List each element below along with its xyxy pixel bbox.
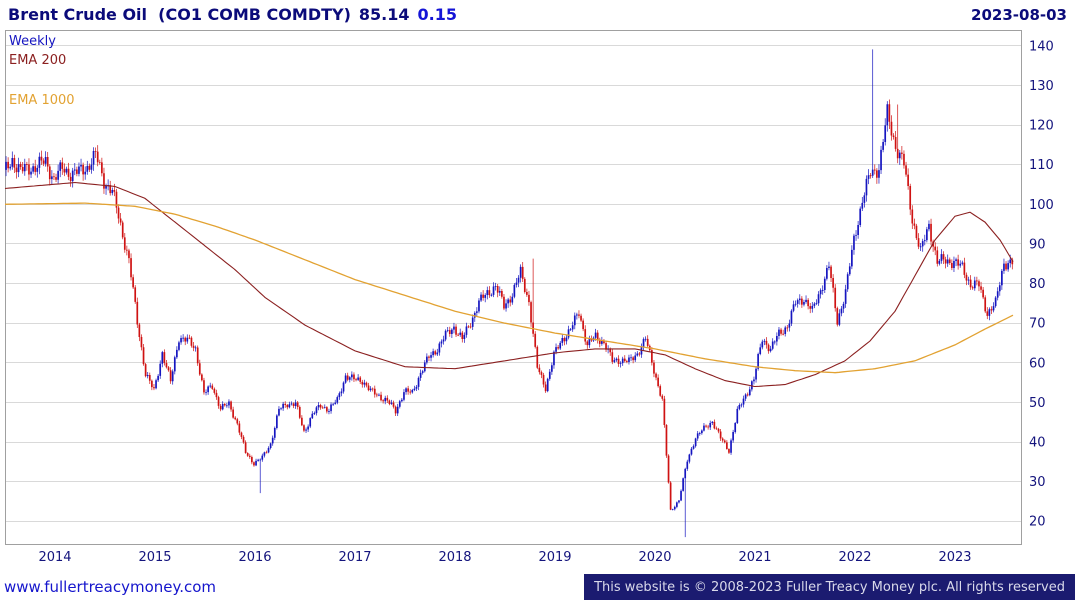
- x-axis-label: 2017: [338, 550, 371, 565]
- legend-weekly: Weekly: [9, 34, 56, 49]
- down-candle-wicks: [7, 99, 1013, 511]
- x-axis-label: 2016: [238, 550, 271, 565]
- site-link[interactable]: www.fullertreacymoney.com: [4, 578, 217, 596]
- chart-date: 2023-08-03: [971, 6, 1067, 24]
- plot-border: [5, 30, 1022, 545]
- y-axis-label: 70: [1029, 317, 1046, 332]
- price-chart[interactable]: 20 30 40 50 60 70 80 90 100 110 120 130 140 2014 2015 2…: [0, 28, 1075, 574]
- x-axis-label: 2020: [638, 550, 671, 565]
- y-axis-label: 110: [1029, 158, 1054, 173]
- x-axis-label: 2023: [938, 550, 971, 565]
- footer-copyright-bar: This website is © 2008-2023 Fuller Treac…: [584, 574, 1075, 600]
- chart-area: 20 30 40 50 60 70 80 90 100 110 120 130 140 2014 2015 2…: [0, 28, 1075, 574]
- last-price: 85.14: [358, 5, 410, 24]
- footer: www.fullertreacymoney.com This website i…: [0, 574, 1075, 600]
- copyright-text: This website is © 2008-2023 Fuller Treac…: [594, 579, 1065, 595]
- ema-200-line: [4, 181, 1014, 388]
- x-axis-label: 2022: [838, 550, 871, 565]
- y-axis-label: 60: [1029, 356, 1046, 371]
- footer-left: www.fullertreacymoney.com: [0, 574, 585, 600]
- legend-ema-1000: EMA 1000: [9, 93, 75, 108]
- price-change: 0.15: [417, 5, 457, 24]
- legend-ema-200: EMA 200: [9, 53, 67, 68]
- y-axis-label: 130: [1029, 79, 1054, 94]
- y-axis-label: 80: [1029, 277, 1046, 292]
- x-axis-label: 2018: [438, 550, 471, 565]
- y-axis-label: 120: [1029, 119, 1054, 134]
- ema-1000-line: [4, 202, 1014, 374]
- y-axis-label: 90: [1029, 237, 1046, 252]
- chart-title: Brent Crude Oil (CO1 COMB COMDTY): [8, 5, 351, 24]
- y-axis-label: 30: [1029, 475, 1046, 490]
- y-axis-label: 100: [1029, 198, 1054, 213]
- y-axis-label: 140: [1029, 39, 1054, 54]
- chart-header: Brent Crude Oil (CO1 COMB COMDTY) 85.14 …: [0, 0, 1075, 28]
- up-candle-wicks: [5, 49, 1011, 538]
- x-axis-label: 2019: [538, 550, 571, 565]
- x-axis-label: 2014: [38, 550, 71, 565]
- down-candle-bodies: [7, 104, 1014, 510]
- y-axis-label: 20: [1029, 515, 1046, 530]
- x-axis-label: 2015: [138, 550, 171, 565]
- y-axis-label: 40: [1029, 436, 1046, 451]
- x-axis-label: 2021: [738, 550, 771, 565]
- y-axis-label: 50: [1029, 396, 1046, 411]
